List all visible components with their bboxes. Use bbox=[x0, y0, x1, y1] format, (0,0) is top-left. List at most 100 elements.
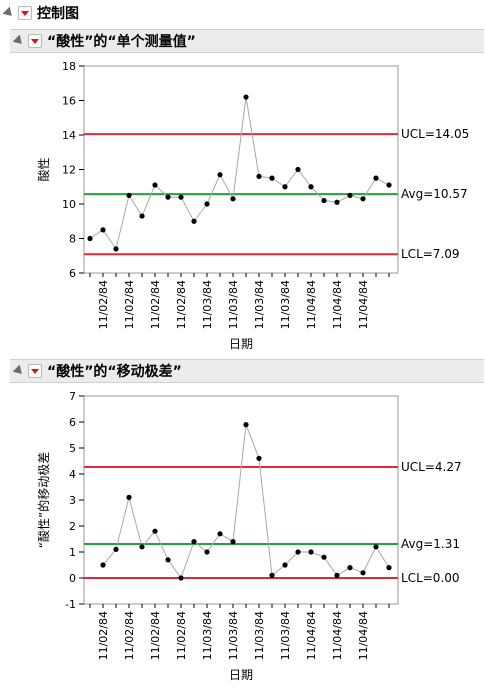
x-tick-label: 11/02/84 bbox=[149, 280, 162, 329]
outline-title: 控制图 bbox=[37, 6, 79, 22]
plot-frame bbox=[83, 395, 399, 605]
data-point bbox=[191, 218, 197, 224]
y-tick-label: 3 bbox=[69, 494, 76, 507]
data-point bbox=[282, 184, 288, 190]
data-point bbox=[152, 182, 158, 188]
y-tick-label: 18 bbox=[62, 60, 76, 73]
y-tick-label: 6 bbox=[69, 416, 76, 429]
data-point bbox=[334, 572, 340, 578]
lcl-label: LCL=7.09 bbox=[401, 247, 460, 261]
panel-header-moving-range: “酸性”的“移动极差” bbox=[10, 359, 484, 383]
x-tick-label: 11/04/84 bbox=[331, 280, 344, 329]
data-point bbox=[269, 572, 275, 578]
data-point bbox=[308, 184, 314, 190]
red-triangle-menu-icon[interactable] bbox=[28, 364, 42, 378]
x-tick-label: 11/03/84 bbox=[253, 280, 266, 329]
data-point bbox=[360, 570, 366, 576]
data-point bbox=[139, 213, 145, 219]
x-tick-label: 11/04/84 bbox=[331, 611, 344, 660]
data-point bbox=[295, 549, 301, 555]
data-point bbox=[295, 166, 301, 173]
x-tick-label: 11/04/84 bbox=[305, 280, 318, 329]
data-point bbox=[178, 194, 184, 200]
x-tick-label: 11/03/84 bbox=[253, 611, 266, 660]
data-point bbox=[243, 422, 249, 428]
plot-frame bbox=[83, 65, 399, 274]
y-tick-label: 2 bbox=[69, 520, 76, 533]
ucl-label: UCL=4.27 bbox=[401, 460, 462, 474]
avg-label: Avg=1.31 bbox=[401, 537, 460, 551]
x-tick-label: 11/02/84 bbox=[97, 280, 110, 329]
avg-label: Avg=10.57 bbox=[401, 187, 468, 201]
outline-header-control-chart: 控制图 bbox=[0, 2, 486, 24]
data-point bbox=[126, 494, 132, 500]
data-point bbox=[230, 539, 236, 545]
data-point bbox=[204, 201, 210, 207]
y-tick-label: 16 bbox=[62, 95, 76, 108]
data-point bbox=[113, 546, 119, 552]
y-tick-label: 12 bbox=[62, 164, 76, 177]
x-tick-label: 11/03/84 bbox=[279, 280, 292, 329]
disclosure-triangle-icon[interactable] bbox=[12, 34, 26, 48]
y-tick-label: 6 bbox=[69, 267, 76, 280]
panel-header-individual: “酸性”的“单个测量值” bbox=[10, 29, 484, 53]
y-tick-label: 1 bbox=[69, 546, 76, 559]
x-tick-label: 11/02/84 bbox=[149, 611, 162, 660]
data-point bbox=[178, 575, 184, 581]
x-tick-label: 11/02/84 bbox=[175, 280, 188, 329]
data-point bbox=[243, 94, 249, 100]
red-triangle-menu-icon[interactable] bbox=[18, 6, 32, 20]
data-point bbox=[204, 549, 210, 555]
data-point bbox=[191, 539, 197, 545]
data-point bbox=[321, 197, 327, 204]
x-tick-label: 11/03/84 bbox=[279, 611, 292, 660]
data-point bbox=[100, 227, 106, 233]
x-tick-label: 11/03/84 bbox=[201, 611, 214, 660]
data-point bbox=[152, 528, 158, 534]
data-point bbox=[165, 557, 171, 563]
data-point bbox=[256, 455, 262, 461]
x-tick-label: 11/03/84 bbox=[227, 280, 240, 329]
data-point bbox=[217, 172, 223, 178]
data-point bbox=[87, 235, 93, 242]
disclosure-triangle-icon[interactable] bbox=[2, 6, 16, 20]
data-point bbox=[334, 199, 340, 205]
x-axis-label: 日期 bbox=[229, 668, 253, 682]
data-point bbox=[230, 196, 236, 202]
x-tick-label: 11/04/84 bbox=[357, 611, 370, 660]
y-tick-label: 10 bbox=[62, 198, 76, 211]
moving-range-chart: -1 0 1 2 3 4 5 6 7 11/02/84 11/02/84 11/02/84 11/02/… bbox=[36, 390, 462, 682]
red-triangle-menu-icon[interactable] bbox=[28, 34, 42, 48]
y-axis-label: 酸性 bbox=[36, 157, 51, 181]
data-point bbox=[217, 531, 223, 537]
y-tick-label: 14 bbox=[62, 129, 76, 142]
y-tick-label: 8 bbox=[69, 233, 76, 246]
data-point bbox=[282, 562, 288, 568]
y-tick-label: 5 bbox=[69, 442, 76, 455]
y-axis-label: “酸性”的移动极差 bbox=[36, 452, 51, 548]
y-tick-label: 0 bbox=[69, 572, 76, 585]
data-point bbox=[321, 554, 327, 560]
individual-measurement-chart: 6 8 10 12 14 16 18 11/02/84 11/02/84 11/02/84 11/0… bbox=[36, 60, 469, 351]
data-point bbox=[373, 175, 379, 181]
data-point bbox=[269, 175, 275, 181]
data-point bbox=[165, 194, 171, 200]
data-point bbox=[347, 192, 353, 198]
x-tick-label: 11/03/84 bbox=[227, 611, 240, 660]
disclosure-triangle-icon[interactable] bbox=[12, 364, 26, 378]
data-point bbox=[360, 196, 366, 202]
data-point bbox=[308, 549, 314, 555]
panel-title: “酸性”的“单个测量值” bbox=[47, 34, 196, 50]
data-point bbox=[113, 246, 119, 252]
y-tick-label: 4 bbox=[69, 468, 76, 481]
x-tick-label: 11/04/84 bbox=[305, 611, 318, 660]
x-axis-label: 日期 bbox=[229, 337, 253, 351]
x-tick-label: 11/04/84 bbox=[357, 280, 370, 329]
data-point bbox=[386, 565, 392, 571]
x-tick-label: 11/02/84 bbox=[123, 611, 136, 660]
data-point bbox=[386, 182, 392, 188]
data-point bbox=[126, 192, 132, 198]
x-tick-label: 11/03/84 bbox=[201, 280, 214, 329]
panel-title: “酸性”的“移动极差” bbox=[47, 364, 182, 380]
lcl-label: LCL=0.00 bbox=[401, 571, 460, 585]
